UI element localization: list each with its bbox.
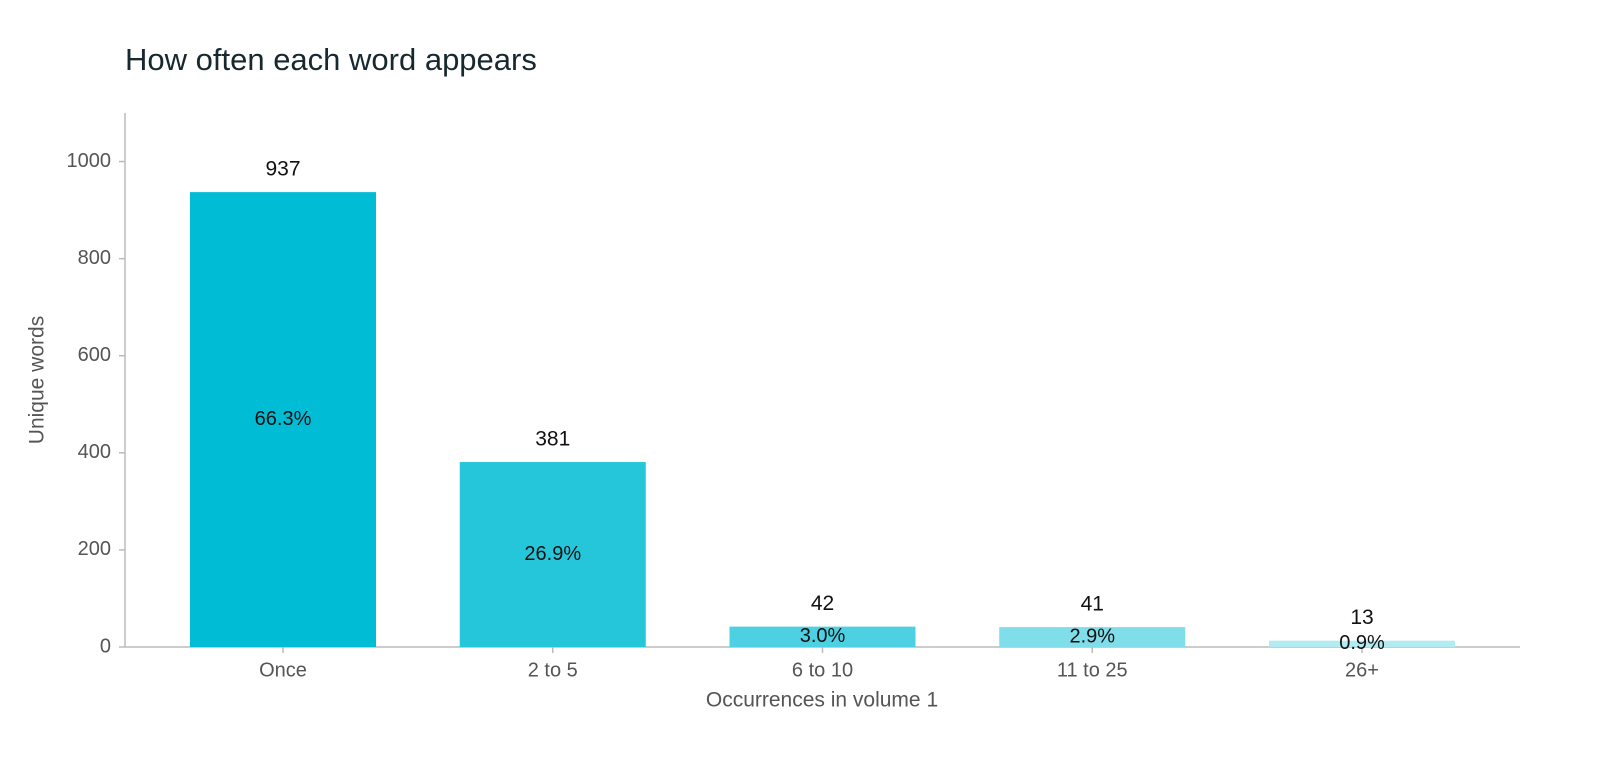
x-tick-label: 26+ [1345,659,1379,681]
bar [1269,640,1455,647]
y-tick-label: 400 [78,441,111,463]
value-label: 13 [1350,606,1373,629]
chart-title: How often each word appears [125,42,537,77]
percent-label: 0.9% [1339,632,1385,654]
value-label: 381 [535,428,570,451]
x-tick-label: Once [259,659,307,681]
bar [190,192,376,647]
y-axis-label: Unique words [26,316,49,444]
value-label: 41 [1081,593,1104,616]
bar [459,462,646,647]
percent-label: 66.3% [255,408,312,430]
x-tick-label: 2 to 5 [528,659,578,681]
y-tick-label: 600 [78,344,111,366]
percent-label: 26.9% [524,543,581,565]
y-tick-label: 1000 [67,150,112,172]
y-tick-label: 0 [100,635,111,657]
value-label: 42 [811,592,834,615]
bar [729,626,916,647]
bar [999,627,1186,647]
y-tick-label: 800 [78,247,111,269]
percent-label: 2.9% [1069,625,1115,647]
x-axis-label: Occurrences in volume 1 [706,689,938,712]
y-tick-label: 200 [78,538,111,560]
x-tick-label: 11 to 25 [1057,659,1128,681]
x-tick-label: 6 to 10 [792,659,853,681]
percent-label: 3.0% [800,625,846,647]
value-label: 937 [265,158,300,181]
